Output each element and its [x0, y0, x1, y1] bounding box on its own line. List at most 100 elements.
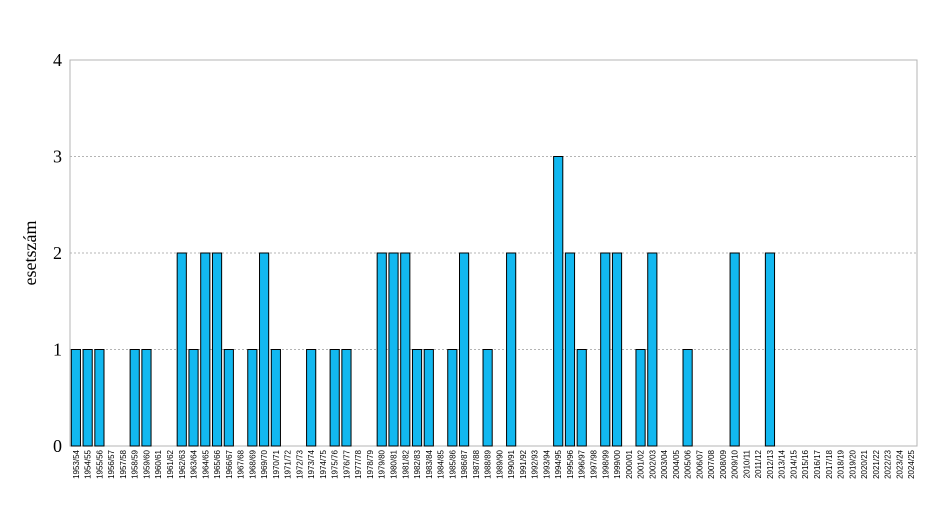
- plot-frame: [69, 59, 918, 447]
- x-tick-label: 1970/71: [272, 449, 281, 478]
- bar: [447, 349, 458, 447]
- bar: [411, 349, 423, 447]
- bar: [376, 252, 387, 447]
- bar: [141, 349, 152, 447]
- x-tick-label: 2016/17: [813, 449, 822, 478]
- x-tick-label: 1962/63: [178, 449, 187, 478]
- x-tick-label: 2019/20: [848, 449, 857, 478]
- bars: [70, 156, 776, 447]
- x-tick-label: 1967/68: [237, 449, 246, 478]
- x-tick-label: 1982/83: [413, 449, 422, 478]
- x-tick-label: 1973/74: [307, 449, 316, 478]
- x-tick-label: 1998/99: [601, 449, 610, 478]
- x-tick-label: 2023/24: [895, 449, 904, 478]
- x-tick-label: 1990/91: [507, 449, 516, 478]
- x-tick-label: 1977/78: [354, 449, 363, 478]
- bar: [635, 349, 646, 447]
- x-tick-label: 2017/18: [825, 449, 834, 478]
- x-tick-label: 2009/10: [731, 449, 740, 478]
- x-tick-label: 1983/84: [425, 449, 434, 478]
- bar: [223, 349, 234, 447]
- bar: [459, 252, 470, 447]
- bar: [553, 156, 564, 447]
- x-tick-label: 1992/93: [531, 449, 540, 478]
- x-tick-label: 1980/81: [390, 449, 399, 478]
- bar: [211, 252, 223, 447]
- x-tick-label: 1955/56: [95, 449, 104, 478]
- bar: [564, 252, 576, 447]
- x-tick-label: 2006/07: [695, 449, 704, 478]
- y-tick-label: 2: [53, 243, 62, 263]
- y-tick-label: 1: [53, 340, 62, 360]
- x-tick-label: 2011/12: [754, 449, 763, 478]
- x-tick-label: 1987/88: [472, 449, 481, 478]
- y-tick-label: 0: [53, 436, 62, 456]
- x-tick-label: 1978/79: [366, 449, 375, 478]
- bar: [270, 349, 281, 447]
- bar: [682, 349, 693, 447]
- x-tick-label: 1960/61: [154, 449, 163, 478]
- x-tick-label: 1984/85: [437, 449, 446, 478]
- bar: [423, 349, 434, 447]
- x-tick-label: 2020/21: [860, 449, 869, 478]
- bar: [188, 349, 199, 447]
- x-tick-label: 2008/09: [719, 449, 728, 478]
- x-tick-label: 1997/98: [589, 449, 598, 478]
- bar: [247, 349, 258, 447]
- x-tick-label: 1991/92: [519, 449, 528, 478]
- bar: [611, 252, 623, 447]
- x-tick-label: 2014/15: [789, 449, 798, 478]
- bar: [400, 252, 411, 447]
- bar: [200, 252, 211, 447]
- x-tick-label: 1989/90: [495, 449, 504, 478]
- y-tick-label: 3: [53, 147, 62, 167]
- x-tick-label: 1995/96: [566, 449, 575, 478]
- x-tick-label: 1953/54: [72, 449, 81, 478]
- bar: [259, 252, 270, 447]
- bar: [764, 252, 776, 447]
- x-tick-label: 2001/02: [637, 449, 646, 478]
- x-tick-label: 1994/95: [554, 449, 563, 478]
- x-tick-label: 1986/87: [460, 449, 469, 478]
- bar: [306, 349, 317, 447]
- x-tick-label: 2000/01: [625, 449, 634, 478]
- x-tick-label: 1999/00: [613, 449, 622, 478]
- x-tick-labels: 1953/54 1954/55 1955/56 1956/57 1957/58 1958/…: [72, 449, 916, 478]
- bar: [388, 252, 399, 447]
- bar: [341, 349, 352, 447]
- x-tick-label: 1976/77: [342, 449, 351, 478]
- x-tick-label: 1985/86: [448, 449, 457, 478]
- x-tick-label: 2010/11: [742, 449, 751, 478]
- y-tick-label: 4: [53, 50, 62, 70]
- x-tick-label: 1963/64: [190, 449, 199, 478]
- x-tick-label: 1971/72: [284, 449, 293, 478]
- bar: [576, 349, 587, 447]
- x-tick-label: 2005/06: [684, 449, 693, 478]
- x-tick-label: 2018/19: [837, 449, 846, 478]
- x-tick-label: 1975/76: [331, 449, 340, 478]
- x-tick-label: 2021/22: [872, 449, 881, 478]
- bar: [176, 252, 187, 447]
- x-tick-label: 2022/23: [884, 449, 893, 478]
- x-tick-label: 1981/82: [401, 449, 410, 478]
- x-tick-label: 2004/05: [672, 449, 681, 478]
- x-tick-label: 1954/55: [84, 449, 93, 478]
- x-tick-label: 1957/58: [119, 449, 128, 478]
- bar: [329, 349, 340, 447]
- x-tick-label: 1958/59: [131, 449, 140, 478]
- x-tick-label: 2013/14: [778, 449, 787, 478]
- x-tick-label: 1974/75: [319, 449, 328, 478]
- y-axis-label: esetszám: [20, 221, 40, 286]
- x-tick-label: 1979/80: [378, 449, 387, 478]
- x-tick-label: 2002/03: [648, 449, 657, 478]
- x-tick-label: 1969/70: [260, 449, 269, 478]
- x-tick-label: 2012/13: [766, 449, 775, 478]
- x-tick-label: 2015/16: [801, 449, 810, 478]
- x-tick-label: 2003/04: [660, 449, 669, 478]
- x-tick-label: 1972/73: [295, 449, 304, 478]
- bar: [94, 349, 105, 447]
- x-tick-label: 1964/65: [201, 449, 210, 478]
- bar: [82, 349, 93, 447]
- x-tick-label: 1966/67: [225, 449, 234, 478]
